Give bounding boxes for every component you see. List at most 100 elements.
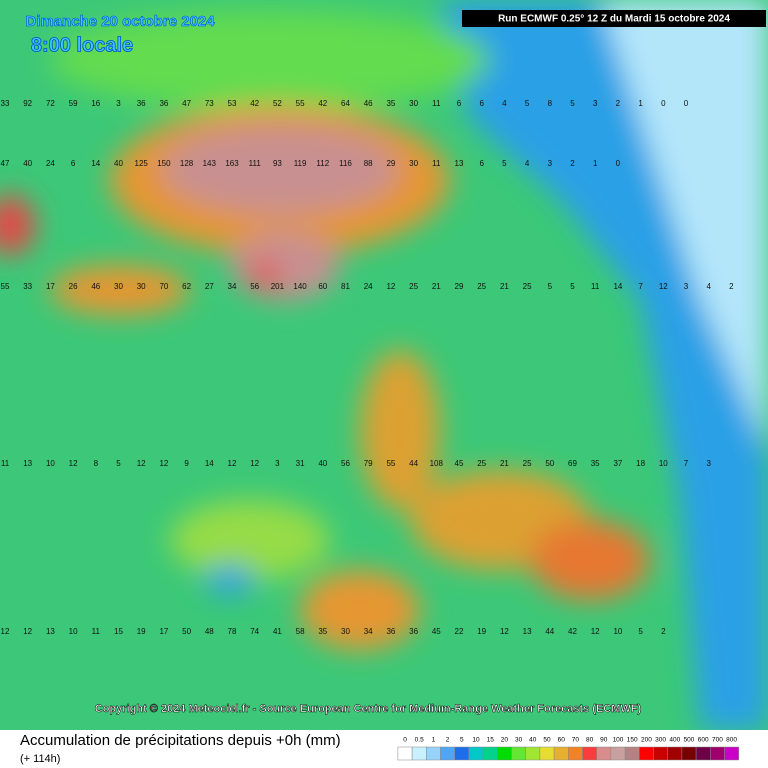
grid-value: 12 [386, 282, 395, 291]
grid-value: 5 [570, 282, 575, 291]
map-time: 8:00 locale [31, 34, 133, 56]
grid-value: 0 [684, 99, 689, 108]
grid-value: 15 [114, 627, 123, 636]
grid-value: 14 [613, 282, 622, 291]
grid-value: 1 [593, 159, 598, 168]
grid-value: 47 [1, 159, 10, 168]
grid-value: 25 [477, 282, 486, 291]
grid-value: 45 [455, 459, 464, 468]
legend-label: 15 [487, 737, 495, 744]
grid-value: 35 [591, 459, 600, 468]
legend-label: 500 [684, 737, 695, 744]
grid-value: 0 [616, 159, 621, 168]
grid-value: 10 [613, 627, 622, 636]
grid-value: 4 [525, 159, 530, 168]
grid-value: 112 [316, 159, 329, 168]
legend-label: 90 [600, 737, 608, 744]
grid-value: 58 [296, 627, 305, 636]
grid-value: 40 [318, 459, 327, 468]
grid-value: 55 [386, 459, 395, 468]
grid-value: 55 [1, 282, 10, 291]
legend-label: 10 [472, 737, 480, 744]
grid-value: 108 [430, 459, 444, 468]
legend-swatch [653, 746, 668, 761]
grid-value: 52 [273, 99, 282, 108]
grid-value: 22 [455, 627, 464, 636]
grid-value: 30 [114, 282, 123, 291]
grid-value: 17 [159, 627, 168, 636]
grid-value: 12 [250, 459, 259, 468]
legend-swatch [582, 746, 597, 761]
grid-value: 11 [591, 282, 600, 291]
grid-value: 0 [661, 99, 666, 108]
grid-value: 27 [205, 282, 214, 291]
grid-value: 10 [69, 627, 78, 636]
legend-swatch [667, 746, 683, 761]
grid-value: 13 [523, 627, 532, 636]
legend-swatch [610, 746, 626, 761]
grid-value: 3 [684, 282, 689, 291]
grid-value: 11 [92, 627, 101, 636]
grid-value: 5 [638, 627, 643, 636]
grid-value: 41 [273, 627, 282, 636]
grid-value: 5 [502, 159, 507, 168]
grid-value: 7 [638, 282, 643, 291]
grid-value: 62 [182, 282, 191, 291]
grid-value: 50 [545, 459, 554, 468]
legend-label: 5 [460, 737, 464, 744]
grid-value: 24 [364, 282, 373, 291]
legend-label: 70 [572, 737, 580, 744]
grid-value: 111 [249, 159, 262, 168]
grid-value: 42 [318, 99, 327, 108]
legend-swatch [695, 746, 711, 761]
grid-value: 59 [69, 99, 78, 108]
grid-value: 3 [275, 459, 280, 468]
legend-swatch [397, 746, 413, 761]
grid-value: 92 [23, 99, 32, 108]
grid-value: 8 [94, 459, 99, 468]
grid-value: 16 [91, 99, 100, 108]
grid-value: 25 [409, 282, 418, 291]
grid-value: 116 [339, 159, 352, 168]
grid-value: 36 [137, 99, 146, 108]
grid-value: 19 [137, 627, 146, 636]
legend-swatch [468, 746, 484, 761]
legend-swatch [568, 746, 583, 761]
legend-swatch [724, 746, 739, 761]
grid-value: 5 [525, 99, 530, 108]
grid-value: 4 [502, 99, 507, 108]
grid-value: 21 [432, 282, 441, 291]
grid-value: 30 [409, 159, 418, 168]
grid-value: 69 [568, 459, 577, 468]
grid-value: 45 [432, 627, 441, 636]
grid-value: 10 [46, 459, 55, 468]
legend-swatch [511, 746, 526, 761]
grid-value: 5 [548, 282, 553, 291]
grid-value: 25 [477, 459, 486, 468]
legend-label: 700 [712, 737, 723, 744]
grid-value: 4 [706, 282, 711, 291]
grid-value: 125 [135, 159, 149, 168]
grid-value: 47 [182, 99, 191, 108]
map: Dimanche 20 octobre 2024 8:00 locale Run… [0, 0, 768, 730]
grid-value: 150 [157, 159, 171, 168]
grid-value: 44 [409, 459, 418, 468]
grid-value: 60 [318, 282, 327, 291]
grid-value: 13 [46, 627, 55, 636]
grid-value: 11 [432, 159, 441, 168]
grid-value: 1 [638, 99, 643, 108]
grid-value: 18 [636, 459, 645, 468]
grid-value: 29 [455, 282, 464, 291]
grid-value: 24 [46, 159, 55, 168]
footer: Accumulation de précipitations depuis +0… [20, 732, 739, 765]
grid-value: 48 [205, 627, 214, 636]
grid-value: 17 [46, 282, 55, 291]
grid-value: 140 [293, 282, 307, 291]
legend-label: 400 [669, 737, 680, 744]
grid-value: 12 [1, 627, 10, 636]
legend-swatch [440, 746, 455, 761]
grid-value: 163 [225, 159, 239, 168]
grid-value: 143 [203, 159, 217, 168]
grid-value: 2 [570, 159, 575, 168]
